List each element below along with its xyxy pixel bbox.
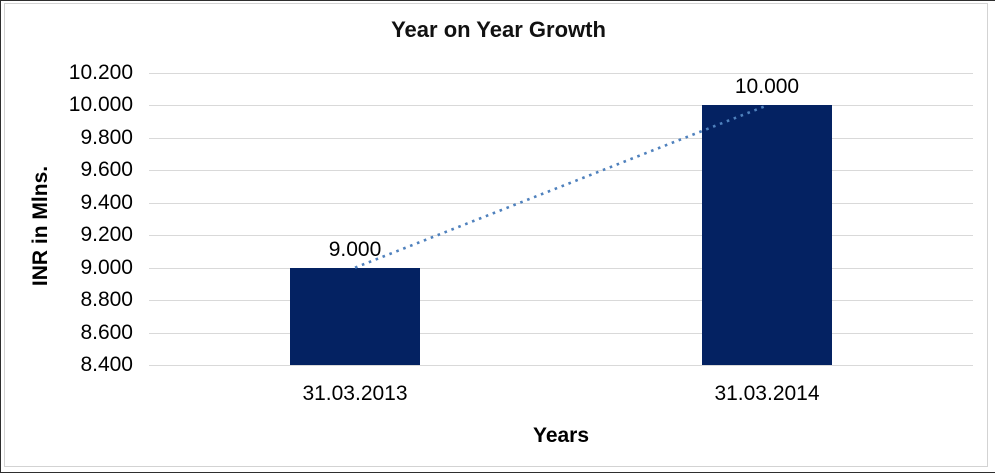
gridline	[149, 170, 973, 172]
y-tick-label: 8.400	[80, 353, 133, 376]
y-tick-label: 8.800	[80, 288, 133, 312]
gridline	[149, 137, 973, 139]
gridline	[149, 202, 973, 204]
gridline	[149, 73, 973, 74]
y-tick-label: 10.000	[68, 93, 133, 117]
y-tick-label: 9.800	[80, 125, 133, 149]
y-tick-label: 10.200	[68, 61, 133, 84]
y-tick-label: 8.600	[80, 320, 133, 344]
x-category-label: 31.03.2014	[714, 382, 820, 405]
gridline	[149, 365, 973, 366]
gridline	[149, 267, 973, 269]
x-axis-title: Years	[532, 424, 590, 447]
y-tick-label: 9.200	[80, 223, 133, 247]
y-tick-label: 9.400	[80, 190, 133, 214]
plot-area	[149, 73, 973, 366]
bar-value-label: 10.000	[734, 75, 800, 99]
x-category-label: 31.03.2013	[302, 382, 408, 405]
gridline	[149, 300, 973, 302]
bar-value-label: 9.000	[328, 237, 382, 261]
gridline	[149, 105, 973, 107]
y-tick-label: 9.600	[80, 158, 133, 182]
gridline	[149, 332, 973, 334]
y-tick-label: 9.000	[80, 255, 133, 279]
bar-31.03.2014	[702, 105, 832, 365]
chart-title: Year on Year Growth	[391, 17, 606, 42]
bar-31.03.2013	[290, 267, 420, 365]
